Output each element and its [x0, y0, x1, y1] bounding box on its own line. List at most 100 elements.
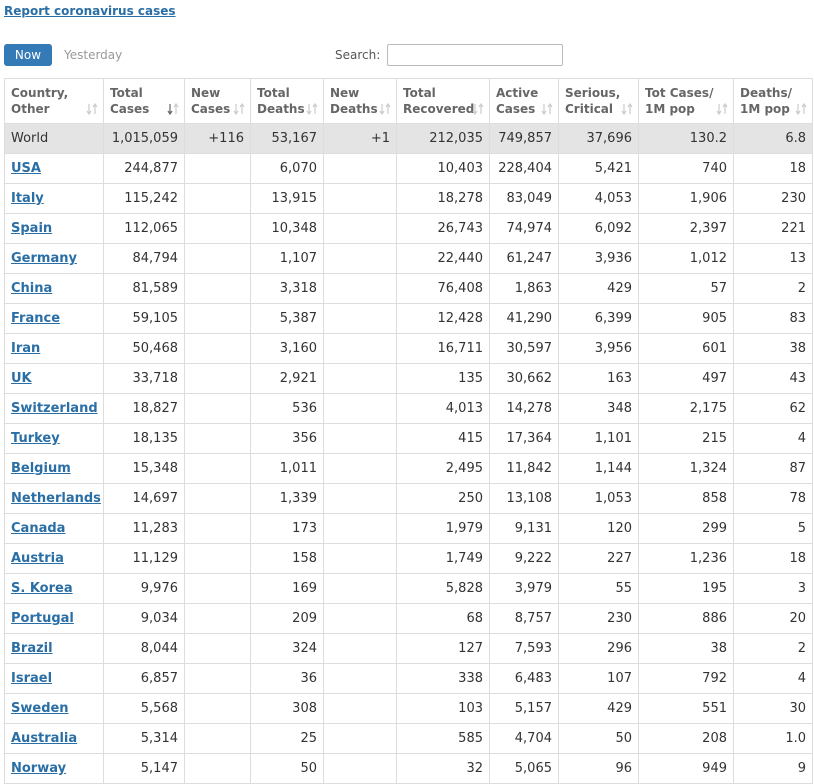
value-cell: 1,101 — [558, 423, 639, 454]
value-cell: 14,697 — [103, 483, 185, 514]
value-cell — [184, 663, 251, 694]
country-link[interactable]: Sweden — [11, 701, 69, 716]
header-row: Country, Other Total Cases New Cases Total … — [4, 78, 813, 124]
value-cell: 30 — [733, 693, 813, 724]
column-header[interactable]: New Cases — [184, 78, 251, 124]
country-link[interactable]: Turkey — [11, 431, 60, 446]
sort-icon — [541, 103, 553, 115]
country-link[interactable]: Italy — [11, 191, 44, 206]
value-cell: 949 — [638, 753, 734, 784]
country-cell: Sweden — [4, 693, 104, 724]
value-cell: 112,065 — [103, 213, 185, 244]
value-cell — [323, 423, 397, 454]
sort-up — [478, 103, 484, 114]
country-cell: Iran — [4, 333, 104, 364]
column-header[interactable]: Tot Cases/ 1M pop — [638, 78, 734, 124]
column-header[interactable]: New Deaths — [323, 78, 397, 124]
value-cell — [184, 183, 251, 214]
column-header[interactable]: Total Deaths — [250, 78, 324, 124]
value-cell — [184, 453, 251, 484]
value-cell: 50 — [250, 753, 324, 784]
value-cell: 9,976 — [103, 573, 185, 604]
value-cell: 429 — [558, 273, 639, 304]
country-link[interactable]: Spain — [11, 221, 53, 236]
country-link[interactable]: S. Korea — [11, 581, 73, 596]
value-cell: 308 — [250, 693, 324, 724]
country-link[interactable]: Portugal — [11, 611, 74, 626]
column-header[interactable]: Total Recovered — [396, 78, 490, 124]
column-header[interactable]: Total Cases — [103, 78, 185, 124]
value-cell: 5,421 — [558, 153, 639, 184]
country-link[interactable]: France — [11, 311, 61, 326]
country-cell: Norway — [4, 753, 104, 784]
value-cell — [323, 363, 397, 394]
value-cell: 221 — [733, 213, 813, 244]
column-header[interactable]: Deaths/ 1M pop — [733, 78, 813, 124]
value-cell: 551 — [638, 693, 734, 724]
value-cell: 195 — [638, 573, 734, 604]
value-cell: 858 — [638, 483, 734, 514]
value-cell: 173 — [250, 513, 324, 544]
country-link[interactable]: Netherlands — [11, 491, 101, 506]
value-cell: 1,012 — [638, 243, 734, 274]
value-cell: 22,440 — [396, 243, 490, 274]
country-link[interactable]: UK — [11, 371, 32, 386]
country-link[interactable]: Brazil — [11, 641, 53, 656]
country-link[interactable]: Belgium — [11, 461, 71, 476]
value-cell: 4,013 — [396, 393, 490, 424]
search-input[interactable] — [387, 44, 563, 66]
value-cell: 3,318 — [250, 273, 324, 304]
value-cell: 15,348 — [103, 453, 185, 484]
country-cell: Netherlands — [4, 483, 104, 514]
sort-down — [379, 104, 385, 115]
country-link[interactable]: Austria — [11, 551, 64, 566]
value-cell — [323, 723, 397, 754]
sort-up — [722, 103, 728, 114]
country-link[interactable]: Canada — [11, 521, 66, 536]
country-row: Australia 5,314 25 585 4,704 50 208 1.0 — [4, 723, 813, 754]
sort-down — [472, 104, 478, 115]
country-cell: USA — [4, 153, 104, 184]
value-cell: 6,399 — [558, 303, 639, 334]
value-cell: 2,175 — [638, 393, 734, 424]
country-link[interactable]: USA — [11, 161, 41, 176]
country-link[interactable]: China — [11, 281, 53, 296]
value-cell: 1,863 — [489, 273, 559, 304]
value-cell — [184, 693, 251, 724]
value-cell: 10,403 — [396, 153, 490, 184]
value-cell — [323, 393, 397, 424]
report-link[interactable]: Report coronavirus cases — [4, 4, 176, 18]
country-link[interactable]: Australia — [11, 731, 78, 746]
country-row: Spain 112,065 10,348 26,743 74,974 6,092 2,397… — [4, 213, 813, 244]
value-cell — [184, 333, 251, 364]
country-row: China 81,589 3,318 76,408 1,863 429 57 2 — [4, 273, 813, 304]
value-cell: 585 — [396, 723, 490, 754]
value-cell — [184, 603, 251, 634]
column-header[interactable]: Country, Other — [4, 78, 104, 124]
value-cell — [323, 753, 397, 784]
value-cell — [323, 453, 397, 484]
country-link[interactable]: Switzerland — [11, 401, 98, 416]
sort-up — [312, 103, 318, 114]
column-header[interactable]: Serious, Critical — [558, 78, 639, 124]
country-link[interactable]: Israel — [11, 671, 53, 686]
column-header[interactable]: Active Cases — [489, 78, 559, 124]
country-link[interactable]: Norway — [11, 761, 67, 776]
value-cell: 38 — [733, 333, 813, 364]
tab-now[interactable]: Now — [4, 44, 52, 66]
value-cell: 83 — [733, 303, 813, 334]
country-cell: World — [4, 123, 104, 154]
tab-yesterday[interactable]: Yesterday — [64, 48, 123, 62]
value-cell: 16,711 — [396, 333, 490, 364]
value-cell: 17,364 — [489, 423, 559, 454]
value-cell — [323, 573, 397, 604]
value-cell — [184, 543, 251, 574]
country-link[interactable]: Germany — [11, 251, 77, 266]
value-cell: 338 — [396, 663, 490, 694]
value-cell: 38 — [638, 633, 734, 664]
value-cell: 11,129 — [103, 543, 185, 574]
value-cell — [323, 183, 397, 214]
country-link[interactable]: Iran — [11, 341, 41, 356]
value-cell: 6,857 — [103, 663, 185, 694]
value-cell: 348 — [558, 393, 639, 424]
